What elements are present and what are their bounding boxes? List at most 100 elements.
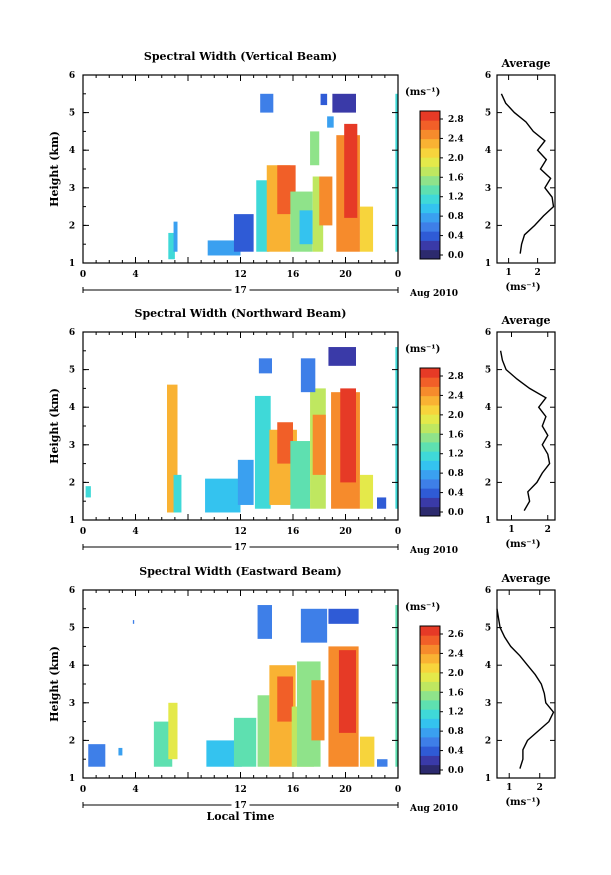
- profile-y-tick-label: 6: [485, 586, 491, 596]
- panel-2-date-label: Aug 2010: [409, 546, 458, 556]
- colorbar-swatch: [420, 395, 440, 406]
- colorbar-tick-label: 0.0: [448, 251, 464, 261]
- colorbar-tick-label: 0.0: [448, 508, 464, 518]
- x-tick-label: 4: [132, 785, 138, 795]
- y-tick-label: 4: [69, 661, 75, 671]
- colorbar-tick-label: 0.8: [448, 469, 464, 479]
- profile-y-tick-label: 2: [485, 221, 491, 231]
- y-tick-label: 3: [69, 441, 75, 451]
- panel-1-profile-xlabel: (ms⁻¹): [505, 282, 540, 293]
- profile-x-tick-label: 2: [545, 525, 551, 535]
- heatmap-cell: [258, 358, 272, 374]
- y-tick-label: 4: [69, 146, 75, 156]
- colorbar-swatch: [420, 423, 440, 434]
- colorbar-swatch: [420, 460, 440, 471]
- heatmap-cell: [132, 620, 135, 624]
- x-tick-label: 0: [395, 785, 401, 795]
- panel-1-profile-title: Average: [500, 57, 550, 70]
- colorbar-swatch: [420, 442, 440, 452]
- profile-x-tick-label: 1: [506, 783, 512, 793]
- y-tick-label: 6: [69, 328, 75, 338]
- colorbar-swatch: [420, 249, 440, 260]
- heatmap-cell: [205, 478, 241, 513]
- panel-2-colorbar-frame: [419, 367, 441, 517]
- colorbar-swatch: [420, 432, 440, 443]
- profile-y-tick-label: 4: [485, 146, 491, 156]
- profile-y-tick-label: 1: [485, 516, 491, 526]
- heatmap-cell: [377, 497, 387, 509]
- colorbar-swatch: [420, 203, 440, 214]
- profile-y-tick-label: 2: [485, 478, 491, 488]
- profile-x-tick-label: 2: [537, 783, 543, 793]
- x-tick-label: 4: [132, 527, 138, 537]
- panel-2-profile-frame: [496, 331, 556, 521]
- profile-y-tick-label: 3: [485, 699, 491, 709]
- heatmap-cell: [118, 747, 123, 756]
- colorbar-swatch: [420, 212, 440, 223]
- colorbar-swatch: [420, 138, 440, 149]
- colorbar-tick-label: 1.6: [448, 430, 464, 440]
- panel-3-profile-frame: [496, 589, 556, 779]
- x-tick-label: 0: [395, 270, 401, 280]
- colorbar-swatch: [420, 644, 440, 655]
- colorbar-tick-label: 0.8: [448, 212, 464, 222]
- colorbar-swatch: [420, 222, 440, 232]
- heatmap-cell: [359, 736, 375, 767]
- profile-y-tick-label: 1: [485, 774, 491, 784]
- heatmap-cell: [312, 414, 326, 475]
- panel-2-ylabel: Height (km): [48, 388, 61, 464]
- heatmap-cell: [254, 395, 271, 509]
- panel-1-day-label: 17: [234, 286, 247, 296]
- profile-x-tick-label: 2: [534, 268, 540, 278]
- panel-3-colorbar-frame: [419, 625, 441, 775]
- colorbar-swatch: [420, 635, 440, 645]
- panel-2-day-label: 17: [234, 543, 247, 553]
- profile-y-tick-label: 3: [485, 441, 491, 451]
- colorbar-tick-label: 1.2: [448, 708, 464, 718]
- colorbar-swatch: [420, 175, 440, 186]
- profile-y-tick-label: 2: [485, 736, 491, 746]
- heatmap-cell: [88, 744, 106, 767]
- x-tick-label: 0: [80, 785, 86, 795]
- x-tick-label: 16: [287, 270, 300, 280]
- panel-3-profile-title: Average: [500, 572, 550, 585]
- profile-y-tick-label: 1: [485, 259, 491, 269]
- colorbar-swatch: [420, 700, 440, 710]
- heatmap-cell: [277, 676, 293, 722]
- colorbar-swatch: [420, 755, 440, 766]
- x-tick-label: 12: [234, 270, 247, 280]
- x-tick-label: 16: [287, 785, 300, 795]
- colorbar-tick-label: 1.6: [448, 688, 464, 698]
- heatmap-cell: [327, 116, 334, 128]
- day-label-bg: [231, 541, 250, 551]
- panel-3-day-label: 17: [234, 801, 247, 811]
- profile-y-tick-label: 5: [485, 109, 491, 119]
- colorbar-tick-label: 2.0: [448, 669, 464, 679]
- colorbar-swatch: [420, 414, 440, 424]
- colorbar-swatch: [420, 451, 440, 461]
- y-tick-label: 5: [69, 366, 75, 376]
- colorbar-swatch: [420, 469, 440, 480]
- panel-2-profile-title: Average: [500, 314, 550, 327]
- heatmap-cell: [256, 180, 270, 252]
- heatmap-cell: [377, 759, 388, 767]
- profile-x-tick-label: 1: [505, 268, 511, 278]
- heatmap-cell: [359, 474, 374, 509]
- panel-1-profile-line: [500, 93, 555, 254]
- colorbar-swatch: [420, 185, 440, 195]
- profile-y-tick-label: 5: [485, 366, 491, 376]
- x-tick-label: 4: [132, 270, 138, 280]
- colorbar-swatch: [420, 488, 440, 498]
- colorbar-swatch: [420, 626, 440, 636]
- heatmap-cell: [173, 474, 182, 513]
- colorbar-swatch: [420, 111, 440, 121]
- colorbar-tick-label: 2.4: [448, 649, 464, 659]
- y-tick-label: 1: [69, 774, 75, 784]
- colorbar-tick-label: 2.0: [448, 154, 464, 164]
- colorbar-tick-label: 2.8: [448, 372, 464, 382]
- heatmap-cell: [233, 214, 254, 252]
- heatmap-cell: [328, 347, 356, 366]
- x-tick-label: 0: [80, 270, 86, 280]
- colorbar-swatch: [420, 497, 440, 508]
- colorbar-tick-label: 1.2: [448, 450, 464, 460]
